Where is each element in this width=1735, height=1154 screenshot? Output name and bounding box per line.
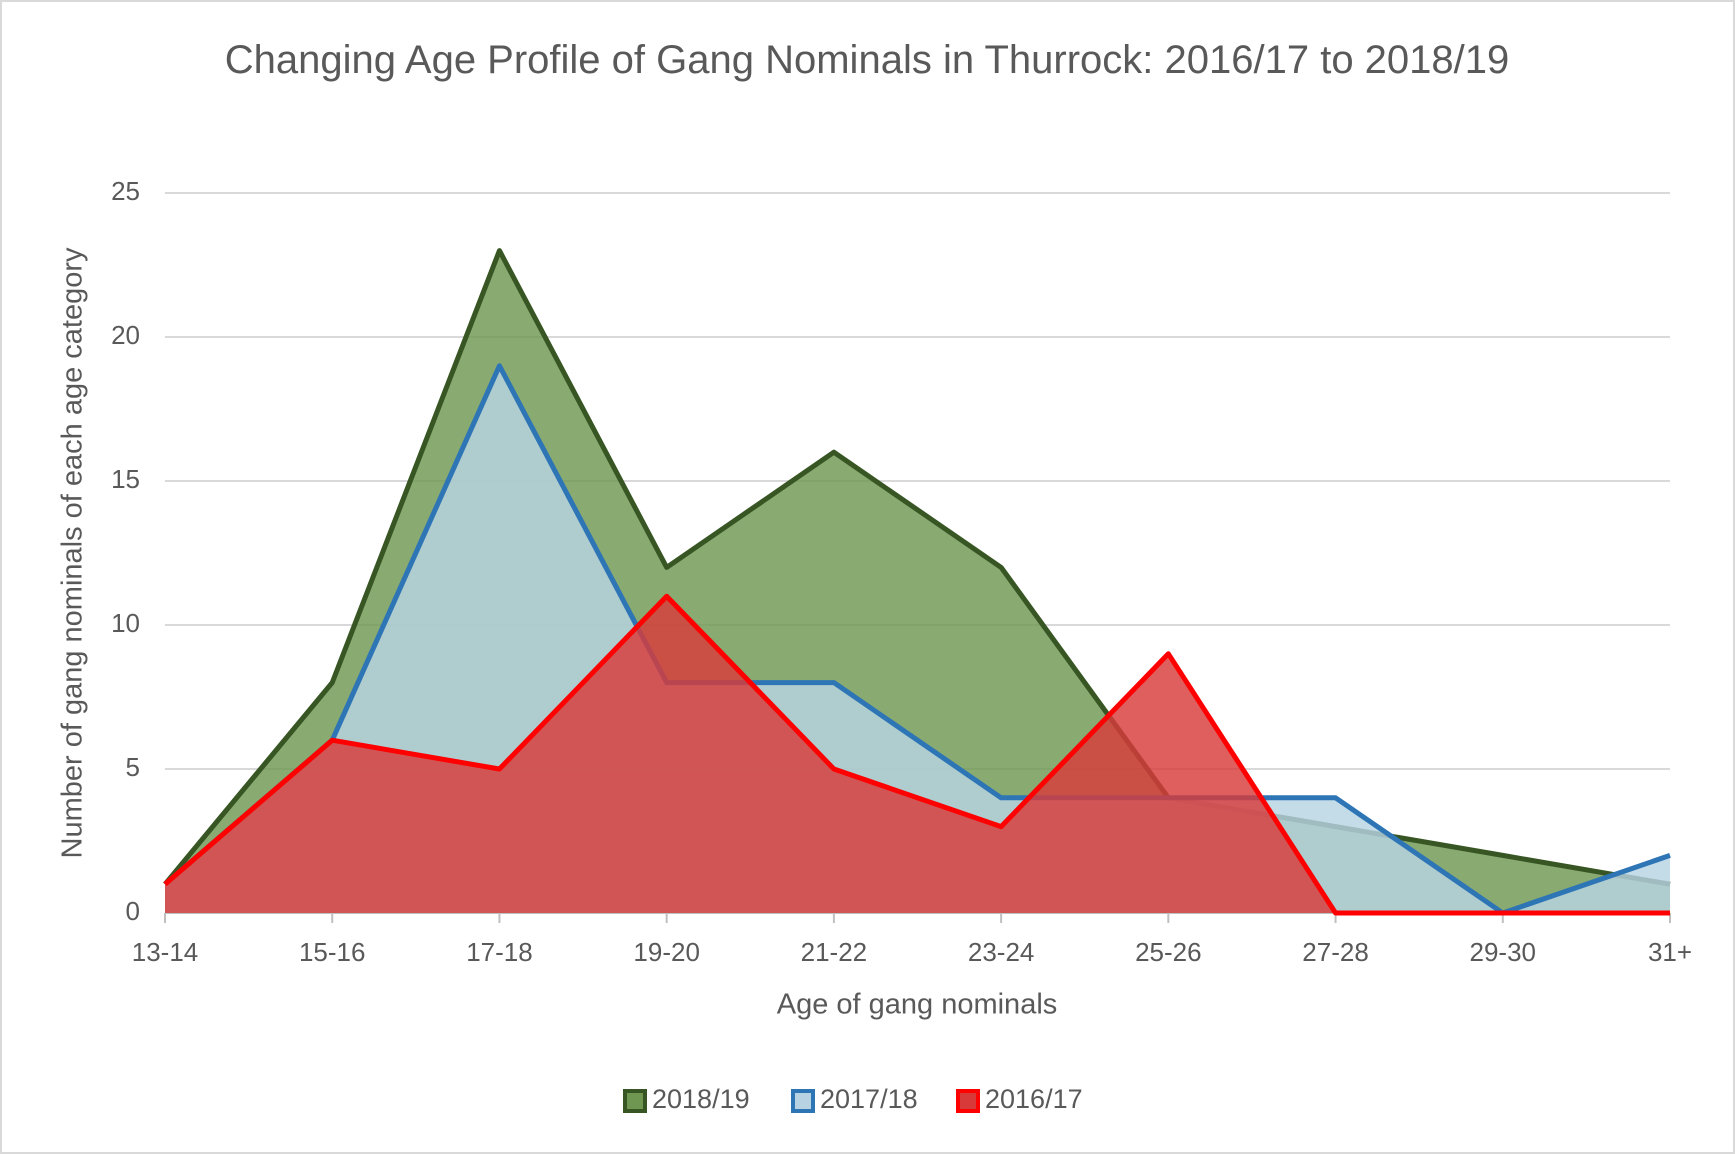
legend-label: 2018/19 (652, 1084, 750, 1114)
legend-label: 2017/18 (820, 1084, 918, 1114)
chart-title: Changing Age Profile of Gang Nominals in… (224, 38, 1510, 82)
x-tick-label: 27-28 (1302, 937, 1369, 967)
y-tick-label: 0 (126, 896, 140, 926)
area-fill (165, 596, 1670, 913)
series-line (163, 593, 1670, 916)
y-tick-label: 15 (111, 464, 140, 494)
x-tick-label: 21-22 (801, 937, 868, 967)
y-tick-label: 20 (111, 320, 140, 350)
x-tick-label: 23-24 (968, 937, 1035, 967)
legend-swatch (623, 1089, 647, 1113)
x-tick-label: 29-30 (1470, 937, 1537, 967)
x-tick-label: 31+ (1648, 937, 1692, 967)
x-tick-label: 25-26 (1135, 937, 1202, 967)
legend-swatch (791, 1089, 815, 1113)
x-tick-label: 13-14 (132, 937, 199, 967)
y-tick-label: 5 (126, 752, 140, 782)
x-tick-label: 19-20 (633, 937, 700, 967)
series-line (163, 363, 1671, 916)
x-tick-label: 15-16 (299, 937, 366, 967)
y-axis-title: Number of gang nominals of each age cate… (57, 247, 89, 858)
legend-label: 2016/17 (985, 1084, 1083, 1114)
legend-swatch (956, 1089, 980, 1113)
y-tick-label: 10 (111, 608, 140, 638)
x-axis-title: Age of gang nominals (777, 989, 1058, 1021)
y-tick-label: 25 (111, 176, 140, 206)
x-tick-label: 17-18 (466, 937, 533, 967)
series-line (163, 248, 1671, 887)
